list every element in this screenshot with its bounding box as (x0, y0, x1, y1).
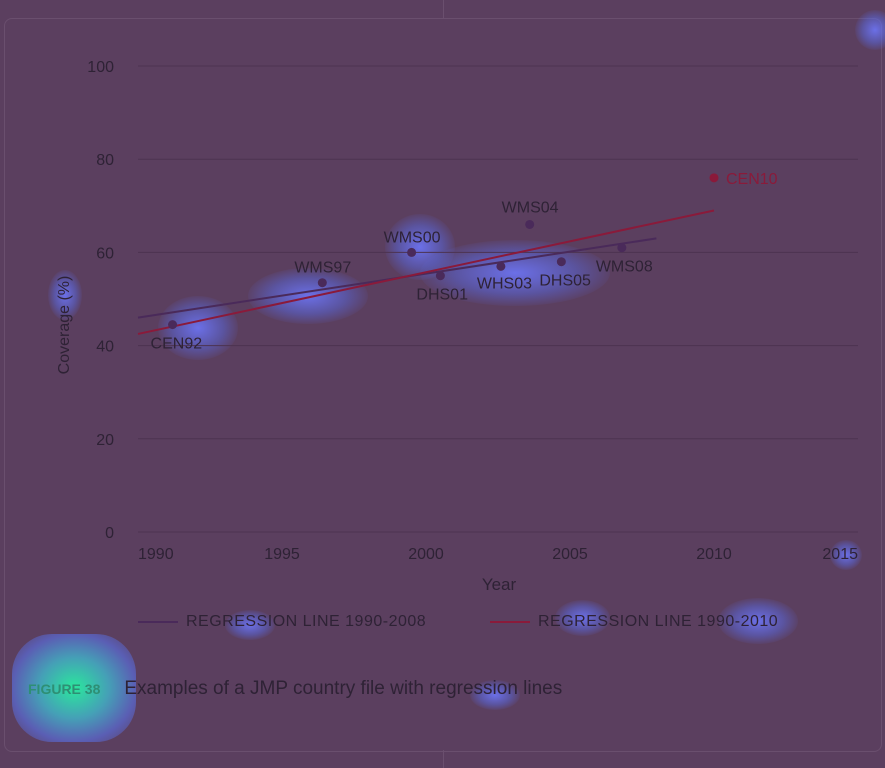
y-tick-label: 40 (96, 339, 114, 356)
figure-title: Examples of a JMP country file with regr… (124, 678, 563, 699)
data-point (556, 257, 566, 267)
data-point (496, 261, 506, 271)
y-axis-label: Coverage (%) (56, 276, 73, 375)
x-tick-label: 1990 (138, 546, 174, 563)
y-tick-label: 0 (105, 525, 114, 542)
x-tick-label: 2015 (822, 546, 858, 563)
data-label: WMS08 (596, 259, 653, 276)
data-label: DHS01 (416, 287, 468, 304)
y-tick-label: 80 (96, 152, 114, 169)
data-point (525, 219, 535, 229)
regression-chart: 0 20 40 60 80 100 1990 1995 2000 2005 2010 2015 CE… (56, 59, 858, 594)
legend-item-2008: REGRESSION LINE 1990-2008 (138, 610, 426, 634)
data-point (168, 320, 178, 330)
y-axis-ticks: 0 20 40 60 80 100 (87, 59, 114, 542)
data-point (407, 247, 417, 257)
x-axis-label: Year (482, 575, 517, 594)
x-tick-label: 2010 (696, 546, 732, 563)
y-tick-label: 100 (87, 59, 114, 76)
data-points: CEN92 WMS97 WMS00 DHS01 WHS03 WMS04 DHS05 WMS08… (151, 171, 778, 353)
y-tick-label: 20 (96, 432, 114, 449)
figure-label-highlight (12, 634, 136, 742)
data-label: CEN10 (726, 171, 778, 188)
legend-item-2010: REGRESSION LINE 1990-2010 (490, 610, 778, 634)
legend-swatch-2010 (490, 621, 530, 623)
data-label: DHS05 (539, 273, 591, 290)
data-label: WMS00 (384, 229, 441, 246)
x-tick-label: 2005 (552, 546, 588, 563)
data-label: CEN92 (151, 336, 203, 353)
regression-lines (137, 209, 715, 335)
data-point (435, 271, 445, 281)
data-label: WHS03 (477, 275, 532, 292)
figure-caption: FIGURE 38 Examples of a JMP country file… (28, 678, 562, 700)
x-tick-label: 2000 (408, 546, 444, 563)
divider-bottom (443, 750, 444, 768)
data-point (709, 173, 719, 183)
data-point (317, 278, 327, 288)
data-label: WMS97 (294, 260, 351, 277)
grid (138, 65, 858, 533)
legend-label-2010: REGRESSION LINE 1990-2010 (538, 613, 779, 630)
data-label: WMS04 (502, 199, 559, 216)
divider-top (443, 0, 444, 18)
figure-label: FIGURE 38 (28, 681, 101, 697)
legend-label-2008: REGRESSION LINE 1990-2008 (186, 613, 427, 630)
data-point (617, 243, 627, 253)
x-axis-ticks: 1990 1995 2000 2005 2010 2015 (138, 546, 858, 563)
regression-line (137, 209, 715, 335)
legend-swatch-2008 (138, 621, 178, 623)
x-tick-label: 1995 (264, 546, 300, 563)
y-tick-label: 60 (96, 245, 114, 262)
